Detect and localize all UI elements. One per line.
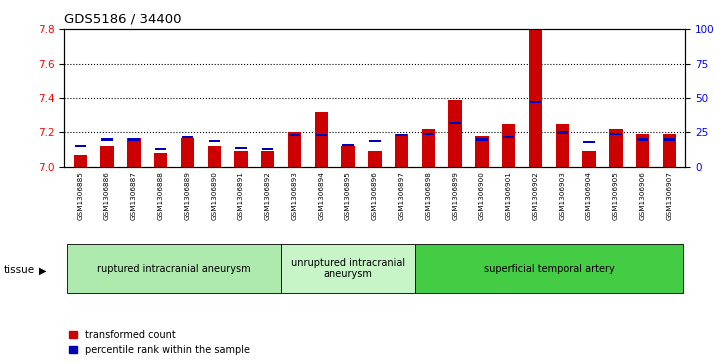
Text: GSM1306898: GSM1306898: [426, 171, 431, 220]
Text: GSM1306901: GSM1306901: [506, 171, 512, 220]
Text: tissue: tissue: [4, 265, 35, 276]
Text: GSM1306895: GSM1306895: [345, 171, 351, 220]
Bar: [663, 134, 676, 167]
Bar: [182, 135, 193, 138]
Text: ruptured intracranial aneurysm: ruptured intracranial aneurysm: [97, 264, 251, 274]
Bar: [261, 151, 274, 167]
Text: GSM1306891: GSM1306891: [238, 171, 244, 220]
Text: GSM1306899: GSM1306899: [452, 171, 458, 220]
Text: GSM1306896: GSM1306896: [372, 171, 378, 220]
Bar: [609, 129, 623, 167]
Bar: [75, 145, 86, 147]
Text: GSM1306893: GSM1306893: [291, 171, 298, 220]
Bar: [181, 138, 194, 167]
Text: GSM1306905: GSM1306905: [613, 171, 619, 220]
Text: GSM1306892: GSM1306892: [265, 171, 271, 220]
Bar: [315, 112, 328, 167]
Bar: [208, 140, 220, 142]
Bar: [415, 244, 683, 293]
Text: GSM1306885: GSM1306885: [77, 171, 84, 220]
Bar: [67, 244, 281, 293]
Bar: [503, 135, 514, 138]
Bar: [234, 151, 248, 167]
Text: GSM1306897: GSM1306897: [398, 171, 405, 220]
Text: GSM1306906: GSM1306906: [640, 171, 645, 220]
Text: GSM1306903: GSM1306903: [559, 171, 565, 220]
Bar: [101, 146, 114, 167]
Bar: [288, 132, 301, 167]
Bar: [423, 133, 434, 135]
Bar: [583, 151, 595, 167]
Bar: [208, 146, 221, 167]
Text: GDS5186 / 34400: GDS5186 / 34400: [64, 13, 182, 26]
Bar: [448, 100, 462, 167]
Bar: [476, 138, 488, 140]
Bar: [129, 138, 139, 140]
Text: GSM1306904: GSM1306904: [586, 171, 592, 220]
Text: GSM1306887: GSM1306887: [131, 171, 137, 220]
Bar: [530, 101, 541, 103]
Bar: [529, 29, 542, 167]
Bar: [101, 138, 113, 140]
Text: GSM1306900: GSM1306900: [479, 171, 485, 220]
Bar: [368, 151, 381, 167]
Text: GSM1306890: GSM1306890: [211, 171, 217, 220]
Bar: [555, 124, 569, 167]
Bar: [236, 147, 246, 149]
Bar: [664, 138, 675, 140]
Text: GSM1306889: GSM1306889: [184, 171, 191, 220]
Bar: [583, 141, 595, 143]
Bar: [316, 134, 327, 136]
Bar: [281, 244, 415, 293]
Bar: [343, 144, 353, 146]
Bar: [637, 138, 648, 140]
Bar: [450, 122, 461, 124]
Bar: [502, 124, 516, 167]
Text: ▶: ▶: [39, 265, 47, 276]
Bar: [341, 146, 355, 167]
Bar: [395, 134, 408, 167]
Bar: [74, 155, 87, 167]
Text: superficial temporal artery: superficial temporal artery: [483, 264, 614, 274]
Text: GSM1306902: GSM1306902: [533, 171, 538, 220]
Legend: transformed count, percentile rank within the sample: transformed count, percentile rank withi…: [69, 330, 250, 355]
Bar: [369, 140, 381, 142]
Bar: [636, 134, 649, 167]
Text: GSM1306894: GSM1306894: [318, 171, 324, 220]
Text: GSM1306886: GSM1306886: [104, 171, 110, 220]
Bar: [396, 134, 407, 136]
Bar: [422, 129, 435, 167]
Bar: [476, 136, 488, 167]
Text: unruptured intracranial
aneurysm: unruptured intracranial aneurysm: [291, 258, 405, 280]
Bar: [289, 134, 300, 136]
Bar: [155, 148, 166, 150]
Bar: [610, 133, 621, 135]
Text: GSM1306888: GSM1306888: [158, 171, 164, 220]
Bar: [262, 148, 273, 150]
Bar: [127, 138, 141, 167]
Text: GSM1306907: GSM1306907: [666, 171, 673, 220]
Bar: [557, 131, 568, 134]
Bar: [154, 153, 167, 167]
